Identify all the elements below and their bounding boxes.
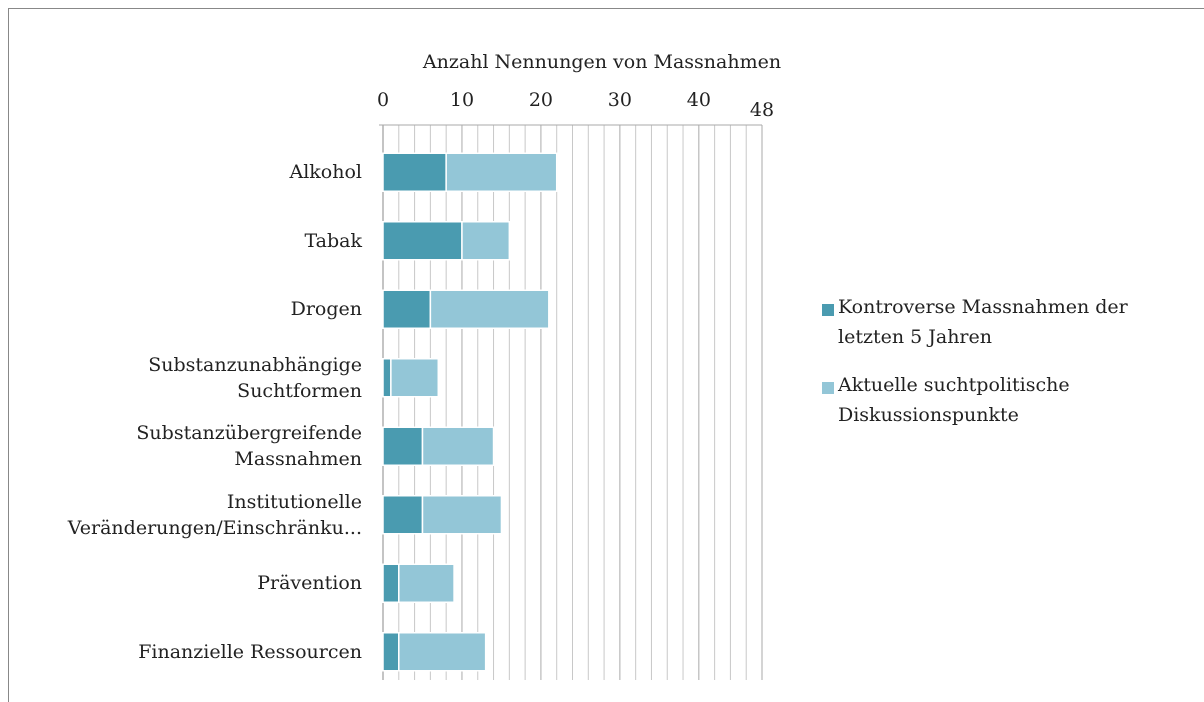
category-label: Institutionelle Veränderungen/Einschränk… [67, 490, 362, 539]
bar [382, 632, 400, 672]
bar [421, 495, 503, 535]
frame [8, 8, 1204, 702]
category-label: Tabak [304, 229, 362, 252]
x-tick-label: 20 [529, 89, 553, 111]
bar [382, 563, 400, 603]
bar [398, 563, 455, 603]
category-label: Substanzübergreifende Massnahmen [136, 422, 362, 471]
bar [461, 221, 511, 261]
x-tick-label: 40 [687, 89, 711, 111]
x-tick-label: 30 [608, 89, 632, 111]
legend-swatch [822, 382, 834, 394]
legend-label: Aktuelle suchtpolitische Diskussionspunk… [838, 374, 1070, 426]
bar [445, 152, 558, 192]
legend-label: Kontroverse Massnahmen der letzten 5 Jah… [838, 296, 1128, 348]
category-label: Finanzielle Ressourcen [138, 640, 362, 663]
bar [421, 426, 495, 466]
bar [382, 289, 432, 329]
bar [382, 152, 447, 192]
x-tick-label: 0 [377, 89, 389, 111]
category-label: Prävention [257, 572, 362, 595]
bar [382, 221, 463, 261]
x-tick-label: 10 [450, 89, 474, 111]
bar [429, 289, 550, 329]
chart-title: Anzahl Nennungen von Massnahmen [422, 51, 781, 73]
bar [390, 358, 440, 398]
category-label: Alkohol [289, 161, 362, 184]
bar [382, 358, 392, 398]
category-label: Substanzunabhängige Suchtformen [148, 353, 362, 402]
category-label: Drogen [290, 298, 362, 321]
x-tick-label: 48 [750, 99, 774, 121]
legend-swatch [822, 304, 834, 316]
bar [398, 632, 487, 672]
bar [382, 426, 424, 466]
bar [382, 495, 424, 535]
